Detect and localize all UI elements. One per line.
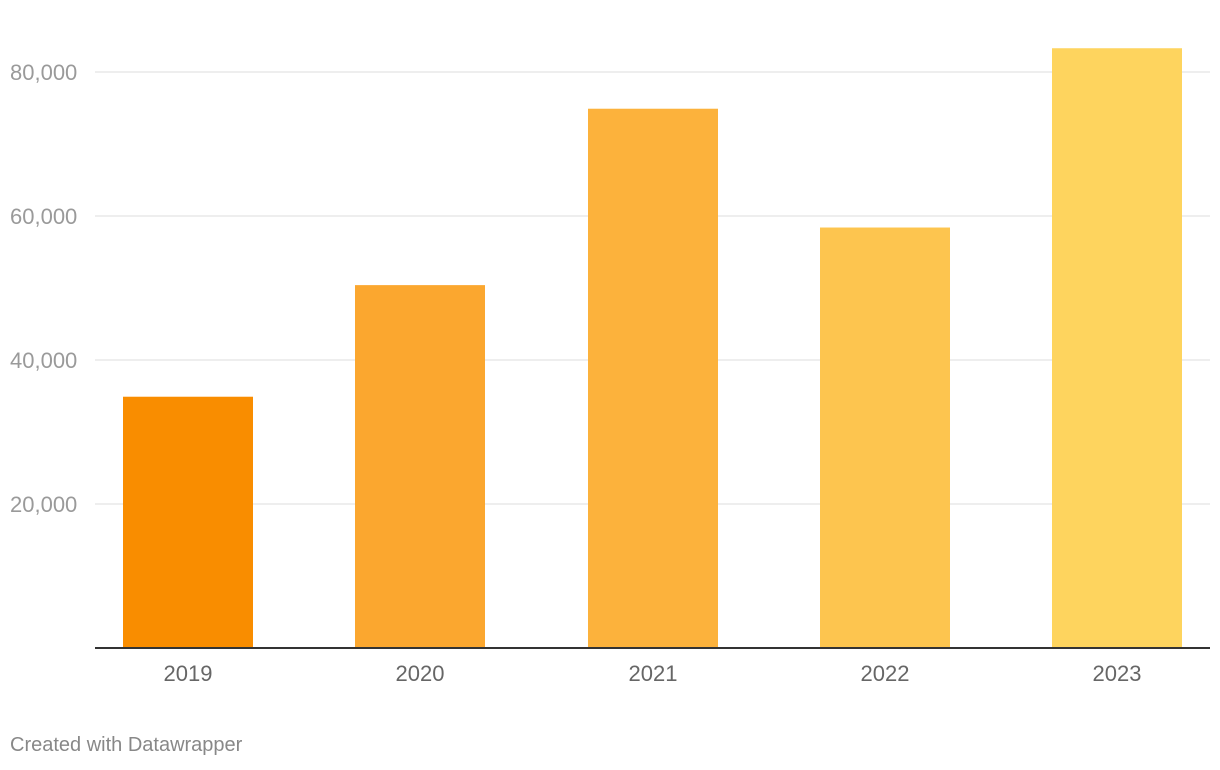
x-tick-label: 2022 xyxy=(861,661,910,686)
y-tick-label: 80,000 xyxy=(10,60,77,85)
y-axis-tick-labels: 20,000 40,000 60,000 80,000 xyxy=(10,60,77,517)
y-tick-label: 20,000 xyxy=(10,492,77,517)
x-tick-label: 2019 xyxy=(164,661,213,686)
x-axis-tick-labels: 2019 2020 2021 2022 2023 xyxy=(164,661,1142,686)
bar-2019 xyxy=(123,396,253,648)
bar-2021 xyxy=(588,108,718,649)
x-tick-label: 2021 xyxy=(629,661,678,686)
bar-2022 xyxy=(820,227,950,648)
y-tick-label: 60,000 xyxy=(10,204,77,229)
x-tick-label: 2020 xyxy=(396,661,445,686)
x-tick-label: 2023 xyxy=(1093,661,1142,686)
bars xyxy=(123,48,1182,649)
credit-text: Created with Datawrapper xyxy=(10,734,243,756)
bar-2020 xyxy=(355,285,485,648)
bar-2023 xyxy=(1052,48,1182,649)
y-tick-label: 40,000 xyxy=(10,348,77,373)
